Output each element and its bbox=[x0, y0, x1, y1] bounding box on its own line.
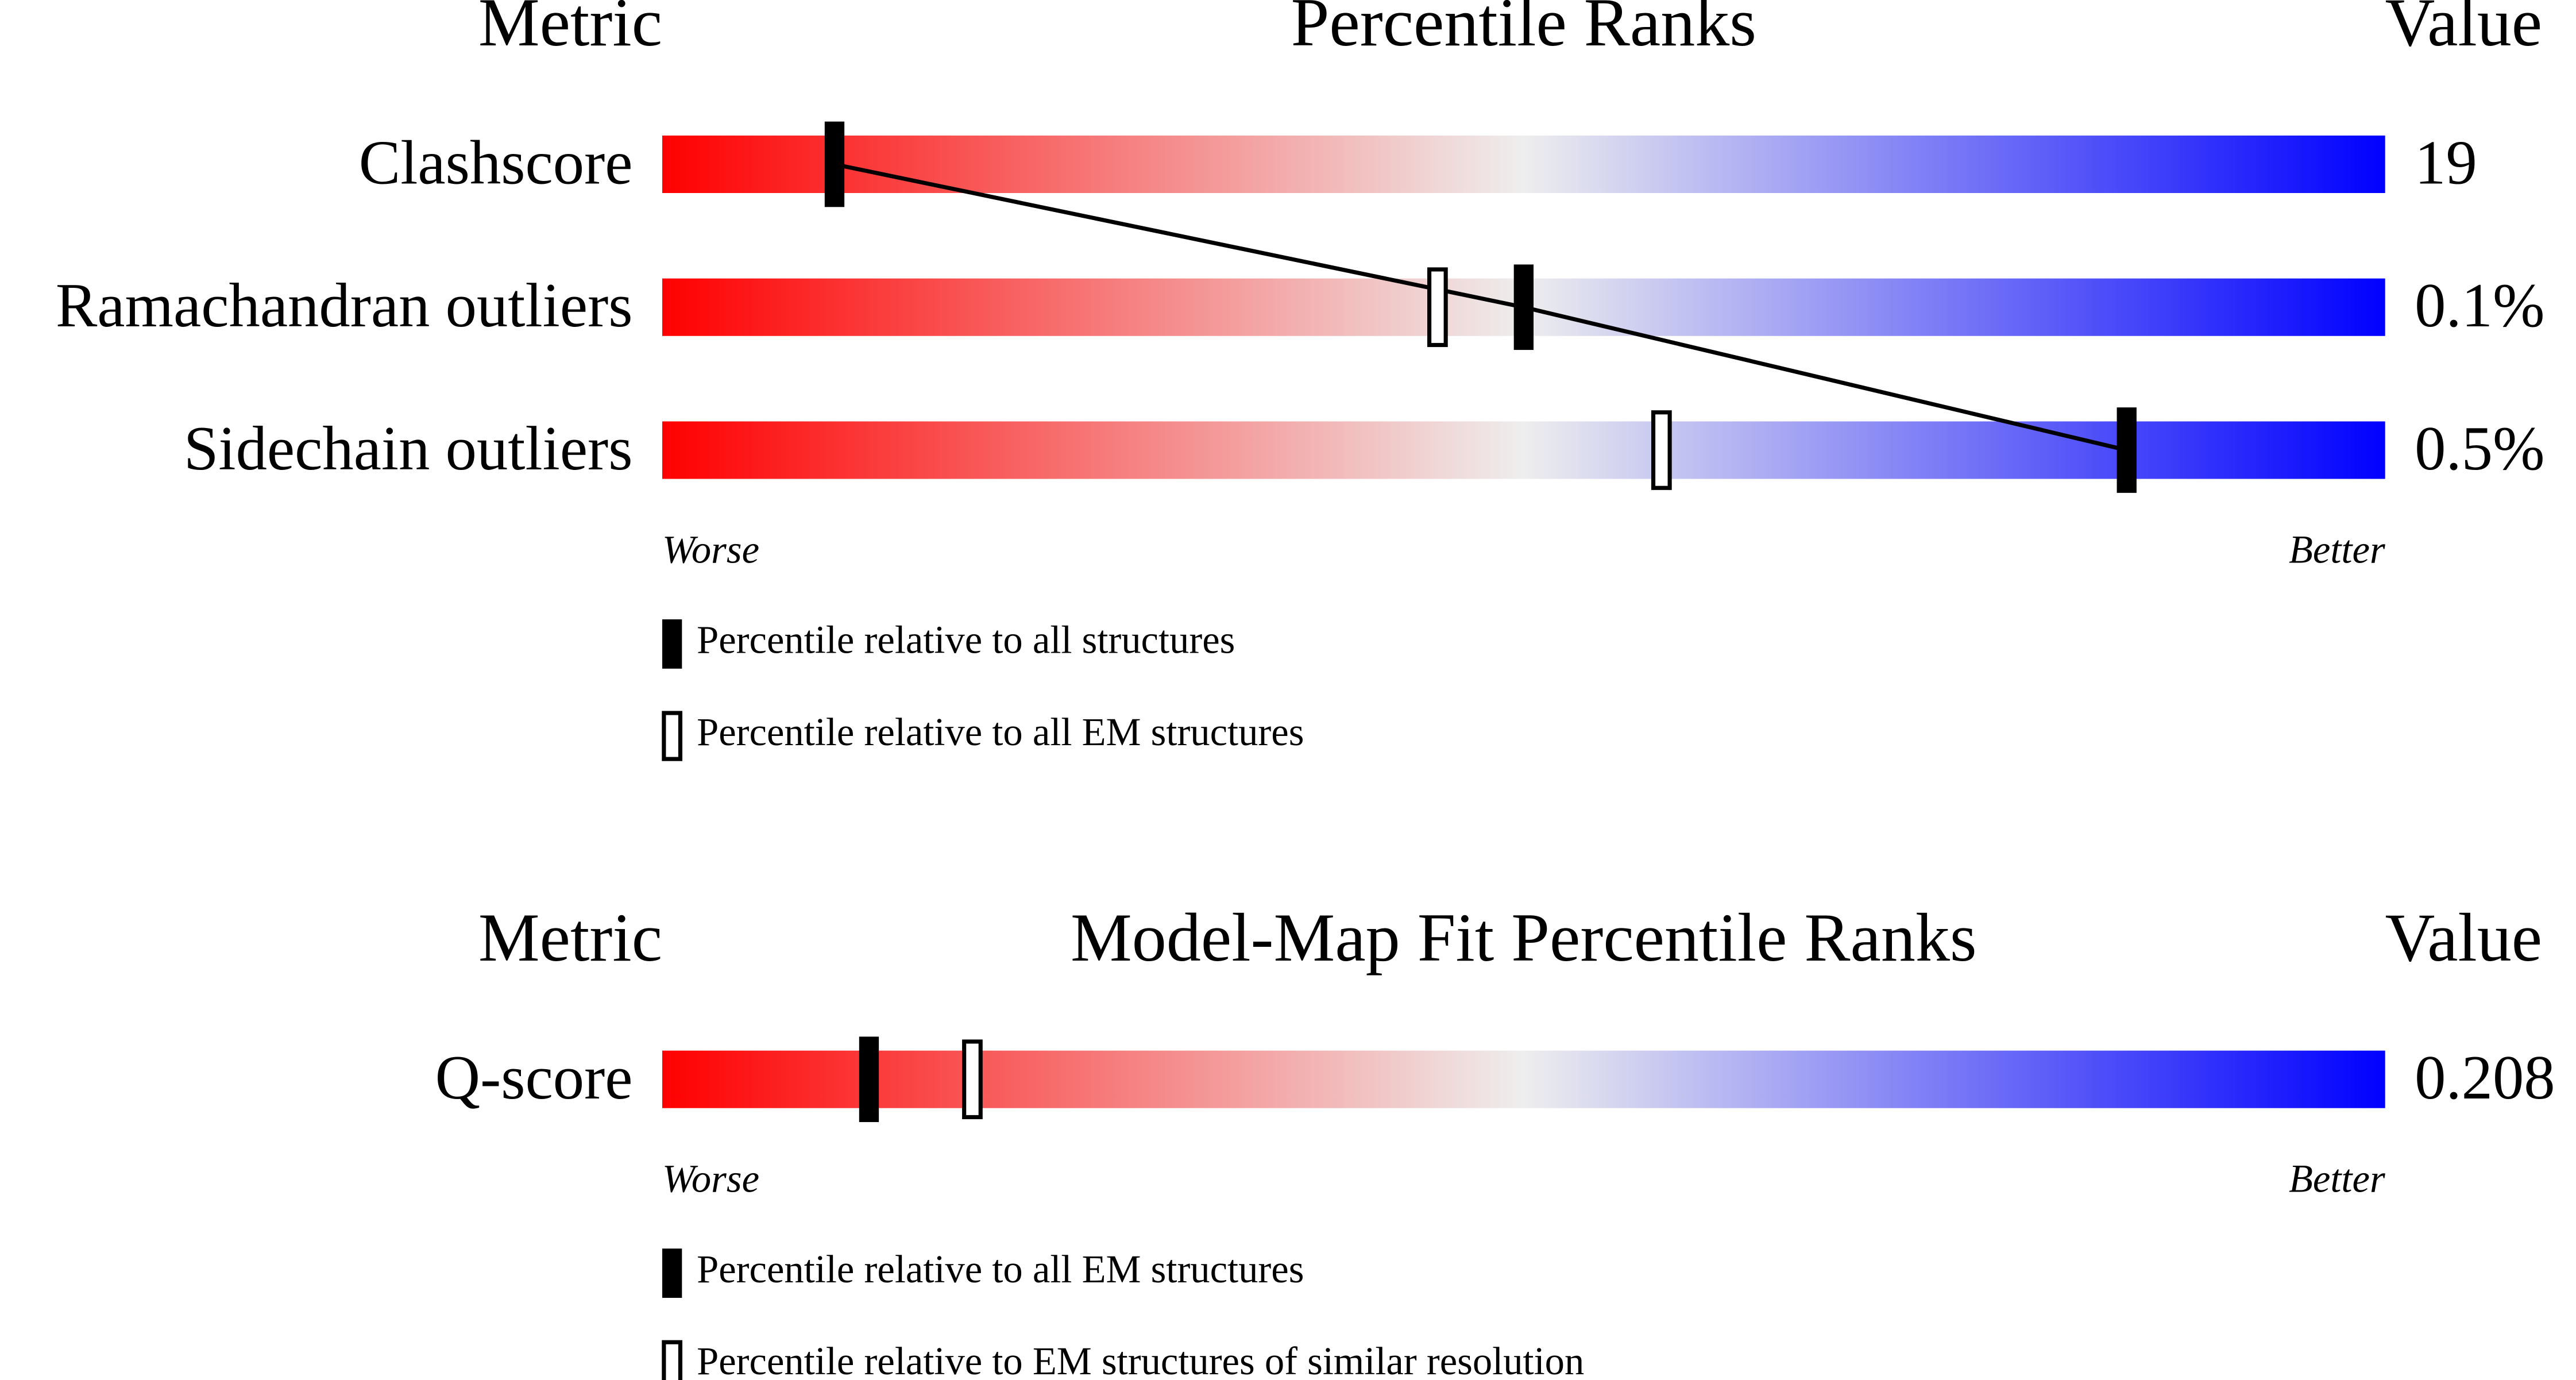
better-label: Better bbox=[2289, 1157, 2385, 1201]
percentile-marker-open bbox=[1651, 410, 1672, 490]
metric-value: 0.1% bbox=[2415, 271, 2544, 340]
better-label: Better bbox=[2289, 527, 2385, 571]
legend-swatch bbox=[662, 1248, 682, 1298]
metric-label: Ramachandran outliers bbox=[56, 271, 633, 340]
legend-label: Percentile relative to all structures bbox=[697, 618, 1235, 662]
percentile-marker bbox=[2117, 407, 2137, 493]
percentile-marker bbox=[859, 1036, 879, 1123]
percentile-marker bbox=[824, 121, 845, 207]
metric-label: Q-score bbox=[435, 1043, 633, 1112]
metric-header: Metric bbox=[478, 0, 662, 60]
legend-swatch bbox=[662, 619, 682, 669]
metric-value: 19 bbox=[2415, 128, 2477, 197]
metric-label: Sidechain outliers bbox=[184, 414, 633, 483]
metric-value: 0.5% bbox=[2415, 414, 2544, 483]
slider-bar bbox=[662, 421, 2385, 479]
worse-label: Worse bbox=[662, 527, 759, 571]
legend-swatch bbox=[662, 1340, 683, 1380]
chart-title: Percentile Ranks bbox=[1291, 0, 1756, 60]
percentile-marker-open bbox=[962, 1039, 983, 1120]
percentile-marker-open bbox=[1427, 267, 1448, 348]
metric-label: Clashscore bbox=[359, 128, 633, 197]
value-header: Value bbox=[2385, 0, 2542, 60]
percentile-marker bbox=[1513, 264, 1534, 350]
worse-label: Worse bbox=[662, 1157, 759, 1201]
legend-swatch bbox=[662, 711, 683, 761]
slider-bar bbox=[662, 1050, 2385, 1108]
legend-label: Percentile relative to all EM structures bbox=[697, 710, 1304, 754]
chart-title: Model-Map Fit Percentile Ranks bbox=[1071, 899, 1977, 976]
slider-bar bbox=[662, 135, 2385, 193]
metric-value: 0.208 bbox=[2415, 1043, 2555, 1112]
legend-label: Percentile relative to all EM structures bbox=[697, 1247, 1304, 1291]
metric-header: Metric bbox=[478, 899, 662, 976]
value-header: Value bbox=[2385, 899, 2542, 976]
legend-label: Percentile relative to EM structures of … bbox=[697, 1339, 1584, 1380]
